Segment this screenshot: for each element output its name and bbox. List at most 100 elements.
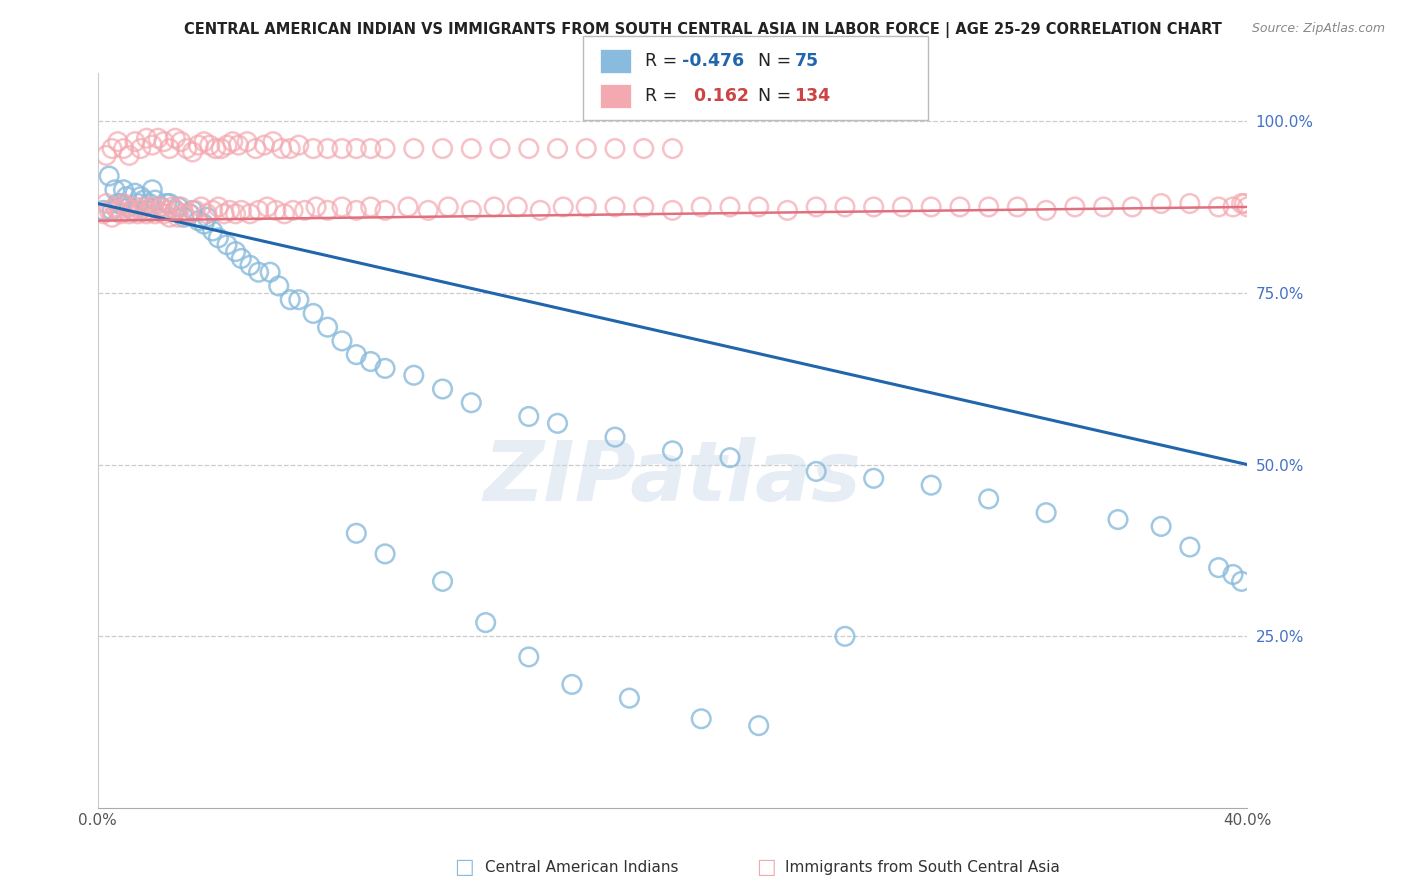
Point bbox=[107, 135, 129, 149]
Point bbox=[115, 189, 138, 203]
Point bbox=[110, 196, 132, 211]
Point bbox=[135, 131, 157, 145]
Point bbox=[115, 200, 138, 214]
Text: Immigrants from South Central Asia: Immigrants from South Central Asia bbox=[785, 860, 1060, 874]
Point bbox=[165, 203, 187, 218]
Point bbox=[184, 203, 207, 218]
Point bbox=[344, 348, 367, 362]
Point bbox=[330, 200, 353, 214]
Point bbox=[247, 203, 270, 218]
Point bbox=[181, 145, 204, 159]
Point bbox=[107, 196, 129, 211]
Point bbox=[633, 142, 655, 156]
Point bbox=[619, 691, 641, 706]
Point bbox=[529, 203, 551, 218]
Point bbox=[165, 131, 187, 145]
Point bbox=[1092, 200, 1115, 214]
Point bbox=[949, 200, 972, 214]
Point bbox=[460, 396, 482, 410]
Point bbox=[305, 200, 328, 214]
Point bbox=[1035, 506, 1057, 520]
Point bbox=[330, 334, 353, 348]
Point bbox=[281, 203, 304, 218]
Point bbox=[176, 142, 198, 156]
Point bbox=[107, 203, 129, 218]
Point bbox=[173, 211, 195, 225]
Point bbox=[1063, 200, 1085, 214]
Point bbox=[215, 138, 238, 153]
Point bbox=[124, 200, 146, 214]
Point bbox=[212, 207, 235, 221]
Point bbox=[143, 207, 166, 221]
Point bbox=[231, 252, 253, 266]
Point bbox=[862, 200, 884, 214]
Point bbox=[316, 203, 339, 218]
Point bbox=[129, 203, 152, 218]
Point bbox=[460, 142, 482, 156]
Point bbox=[167, 200, 190, 214]
Point bbox=[135, 207, 157, 221]
Point bbox=[239, 258, 262, 272]
Point bbox=[1208, 560, 1230, 574]
Point bbox=[575, 200, 598, 214]
Point bbox=[149, 200, 172, 214]
Point bbox=[124, 135, 146, 149]
Text: Source: ZipAtlas.com: Source: ZipAtlas.com bbox=[1251, 22, 1385, 36]
Point bbox=[98, 203, 121, 218]
Point bbox=[294, 203, 316, 218]
Point bbox=[170, 135, 193, 149]
Point bbox=[141, 183, 163, 197]
Point bbox=[748, 200, 770, 214]
Point bbox=[162, 200, 184, 214]
Point bbox=[661, 443, 683, 458]
Point bbox=[135, 203, 157, 218]
Point bbox=[112, 183, 135, 197]
Text: ZIPatlas: ZIPatlas bbox=[484, 437, 862, 517]
Point bbox=[143, 193, 166, 207]
Point bbox=[718, 200, 741, 214]
Point bbox=[187, 138, 209, 153]
Point bbox=[1150, 519, 1173, 533]
Point bbox=[418, 203, 440, 218]
Point bbox=[225, 244, 247, 259]
Point bbox=[547, 417, 569, 431]
Point bbox=[267, 279, 290, 293]
Point bbox=[661, 142, 683, 156]
Point bbox=[152, 207, 174, 221]
Point bbox=[1222, 567, 1244, 582]
Point bbox=[173, 207, 195, 221]
Point bbox=[891, 200, 914, 214]
Point bbox=[690, 712, 713, 726]
Point bbox=[132, 200, 155, 214]
Point bbox=[1178, 196, 1201, 211]
Point bbox=[218, 203, 240, 218]
Point bbox=[806, 465, 828, 479]
Text: -0.476: -0.476 bbox=[682, 52, 744, 70]
Point bbox=[862, 471, 884, 485]
Point bbox=[460, 203, 482, 218]
Point bbox=[138, 203, 160, 218]
Point bbox=[138, 196, 160, 211]
Point bbox=[1230, 574, 1253, 589]
Point bbox=[834, 200, 856, 214]
Point bbox=[236, 135, 259, 149]
Point bbox=[93, 203, 115, 218]
Point bbox=[517, 649, 540, 664]
Point bbox=[222, 135, 245, 149]
Point bbox=[396, 200, 419, 214]
Point bbox=[247, 265, 270, 279]
Text: 134: 134 bbox=[794, 87, 831, 105]
Point bbox=[603, 200, 626, 214]
Point bbox=[201, 224, 224, 238]
Point bbox=[437, 200, 460, 214]
Point bbox=[1222, 200, 1244, 214]
Point bbox=[132, 193, 155, 207]
Point bbox=[1236, 200, 1258, 214]
Point bbox=[231, 203, 253, 218]
Point bbox=[112, 142, 135, 156]
Point bbox=[104, 183, 127, 197]
Point bbox=[179, 207, 201, 221]
Point bbox=[121, 203, 143, 218]
Point bbox=[195, 207, 218, 221]
Point bbox=[603, 430, 626, 444]
